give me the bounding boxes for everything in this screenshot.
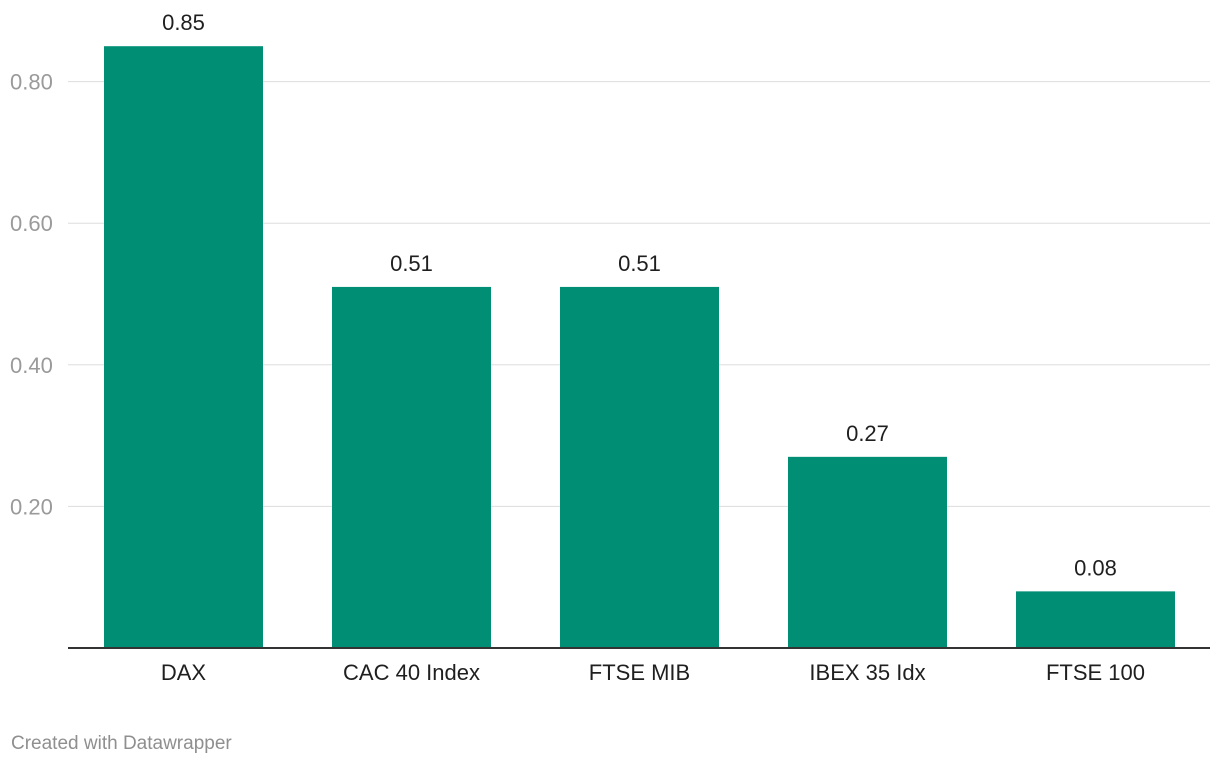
bar-value-label: 0.85 (162, 10, 205, 35)
x-category-label: CAC 40 Index (343, 660, 480, 685)
bar (788, 456, 947, 648)
bar-value-label: 0.51 (618, 251, 661, 276)
x-category-label: IBEX 35 Idx (809, 660, 925, 685)
bars (104, 46, 1175, 648)
bar-value-label: 0.27 (846, 421, 889, 446)
y-axis-tick-labels: 0.20 0.40 0.60 0.80 (10, 70, 53, 520)
x-category-label: FTSE 100 (1046, 660, 1145, 685)
bar-chart: 0.20 0.40 0.60 0.80 0.85 0.51 0.51 0.27 0.08 DA… (10, 10, 1210, 685)
bar-value-label: 0.51 (390, 251, 433, 276)
footer-credit: Created with Datawrapper (11, 733, 232, 754)
x-category-label: FTSE MIB (589, 660, 690, 685)
y-tick-label: 0.60 (10, 211, 53, 236)
bar-value-labels: 0.85 0.51 0.51 0.27 0.08 (162, 10, 1117, 580)
bar-value-label: 0.08 (1074, 555, 1117, 580)
x-axis-category-labels: DAX CAC 40 Index FTSE MIB IBEX 35 Idx FTSE 1… (161, 660, 1145, 685)
bar (104, 46, 263, 648)
y-tick-label: 0.20 (10, 494, 53, 519)
bar (1016, 591, 1175, 648)
y-tick-label: 0.40 (10, 353, 53, 378)
x-category-label: DAX (161, 660, 207, 685)
bar (332, 286, 491, 648)
y-tick-label: 0.80 (10, 70, 53, 95)
bar (560, 286, 719, 648)
